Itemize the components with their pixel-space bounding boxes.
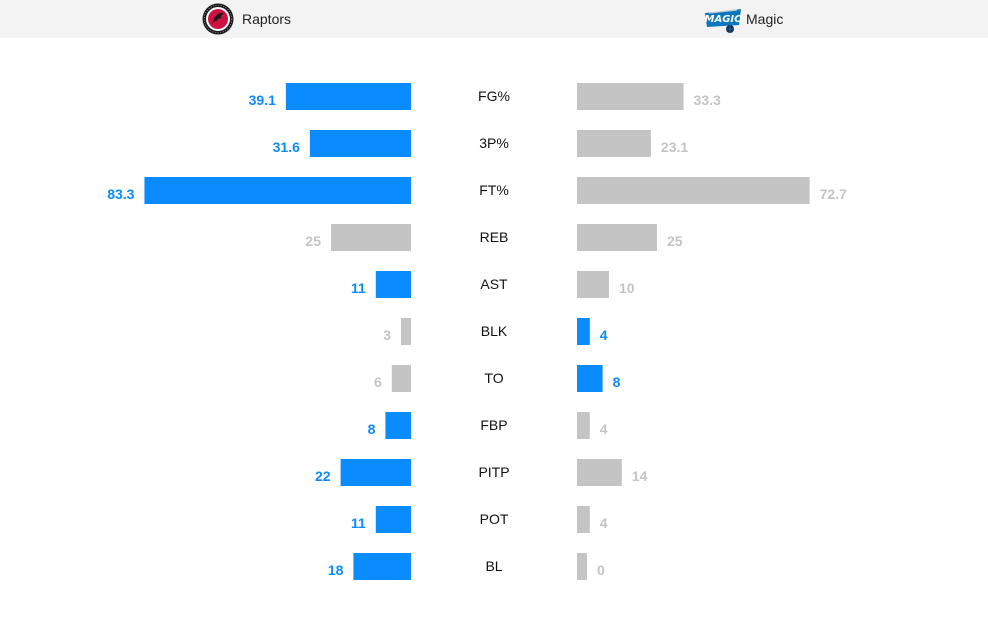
magic-bar-reb [577, 224, 657, 251]
stat-row-3p-pct: 3P% 31.6 23.1 [273, 130, 688, 157]
raptors-bar-ft-pct [144, 177, 411, 204]
raptors-bar-pot [375, 506, 411, 533]
magic-value-ft-pct: 72.7 [820, 186, 847, 202]
raptors-value-ft-pct: 83.3 [107, 186, 134, 202]
stat-label-ft-pct: FT% [479, 182, 509, 198]
stat-label-3p-pct: 3P% [479, 135, 509, 151]
magic-bar-ft-pct [577, 177, 810, 204]
team-header: Raptors MAGIC Magic [0, 0, 988, 38]
raptors-bar-ast [375, 271, 411, 298]
magic-value-fbp: 4 [600, 421, 608, 437]
team-right-name: Magic [746, 11, 784, 27]
stat-label-blk: BLK [481, 323, 508, 339]
raptors-bar-blk [401, 318, 411, 345]
raptors-logo-icon [202, 3, 234, 35]
stat-row-ast: AST 11 10 [351, 271, 635, 298]
stat-row-pot: POT 11 4 [351, 506, 608, 533]
magic-bar-fg-pct [577, 83, 684, 110]
raptors-value-fbp: 8 [368, 421, 376, 437]
magic-value-to: 8 [613, 374, 621, 390]
magic-value-reb: 25 [667, 233, 683, 249]
stat-label-pot: POT [480, 511, 509, 527]
magic-logo-icon: MAGIC [705, 9, 743, 33]
magic-bar-to [577, 365, 603, 392]
raptors-value-to: 6 [374, 374, 382, 390]
stat-row-fg-pct: FG% 39.1 33.3 [249, 83, 721, 110]
raptors-value-3p-pct: 31.6 [273, 139, 300, 155]
magic-bar-bl [577, 553, 587, 580]
stat-label-bl: BL [485, 558, 502, 574]
raptors-bar-3p-pct [309, 130, 411, 157]
raptors-value-fg-pct: 39.1 [249, 92, 276, 108]
magic-bar-ast [577, 271, 609, 298]
raptors-bar-fg-pct [285, 83, 411, 110]
stat-row-to: TO 6 8 [374, 365, 621, 392]
magic-value-ast: 10 [619, 280, 635, 296]
raptors-value-reb: 25 [305, 233, 321, 249]
magic-bar-fbp [577, 412, 590, 439]
stat-row-pitp: PITP 22 14 [315, 459, 648, 486]
stat-label-reb: REB [480, 229, 509, 245]
magic-bar-blk [577, 318, 590, 345]
stat-row-bl: BL 18 0 [328, 553, 605, 580]
raptors-value-ast: 11 [351, 280, 366, 296]
raptors-value-pot: 11 [351, 515, 366, 531]
stat-label-ast: AST [480, 276, 508, 292]
stat-label-pitp: PITP [478, 464, 509, 480]
magic-value-pot: 4 [600, 515, 608, 531]
team-left: Raptors [202, 0, 291, 38]
raptors-value-bl: 18 [328, 562, 344, 578]
raptors-bar-to [391, 365, 411, 392]
stat-label-to: TO [484, 370, 503, 386]
raptors-bar-reb [331, 224, 411, 251]
stat-label-fbp: FBP [480, 417, 507, 433]
magic-bar-pot [577, 506, 590, 533]
raptors-bar-pitp [340, 459, 411, 486]
svg-text:MAGIC: MAGIC [705, 14, 743, 25]
team-left-name: Raptors [242, 11, 292, 27]
stat-row-fbp: FBP 8 4 [368, 412, 608, 439]
magic-value-fg-pct: 33.3 [694, 92, 721, 108]
magic-value-bl: 0 [597, 562, 605, 578]
stat-row-blk: BLK 3 4 [383, 318, 608, 345]
magic-bar-pitp [577, 459, 622, 486]
stat-label-fg-pct: FG% [478, 88, 510, 104]
magic-value-blk: 4 [600, 327, 608, 343]
stat-row-reb: REB 25 25 [305, 224, 683, 251]
magic-bar-3p-pct [577, 130, 651, 157]
team-right: MAGIC Magic [703, 0, 783, 38]
raptors-value-pitp: 22 [315, 468, 331, 484]
raptors-bar-fbp [385, 412, 411, 439]
team-stats-comparison-chart: FG% 39.1 33.3 3P% 31.6 23.1 FT% 83.3 72.7 REB 25 25… [107, 83, 847, 580]
raptors-value-blk: 3 [383, 327, 391, 343]
raptors-bar-bl [353, 553, 411, 580]
stat-row-ft-pct: FT% 83.3 72.7 [107, 177, 847, 204]
magic-value-pitp: 14 [632, 468, 648, 484]
magic-value-3p-pct: 23.1 [661, 139, 688, 155]
